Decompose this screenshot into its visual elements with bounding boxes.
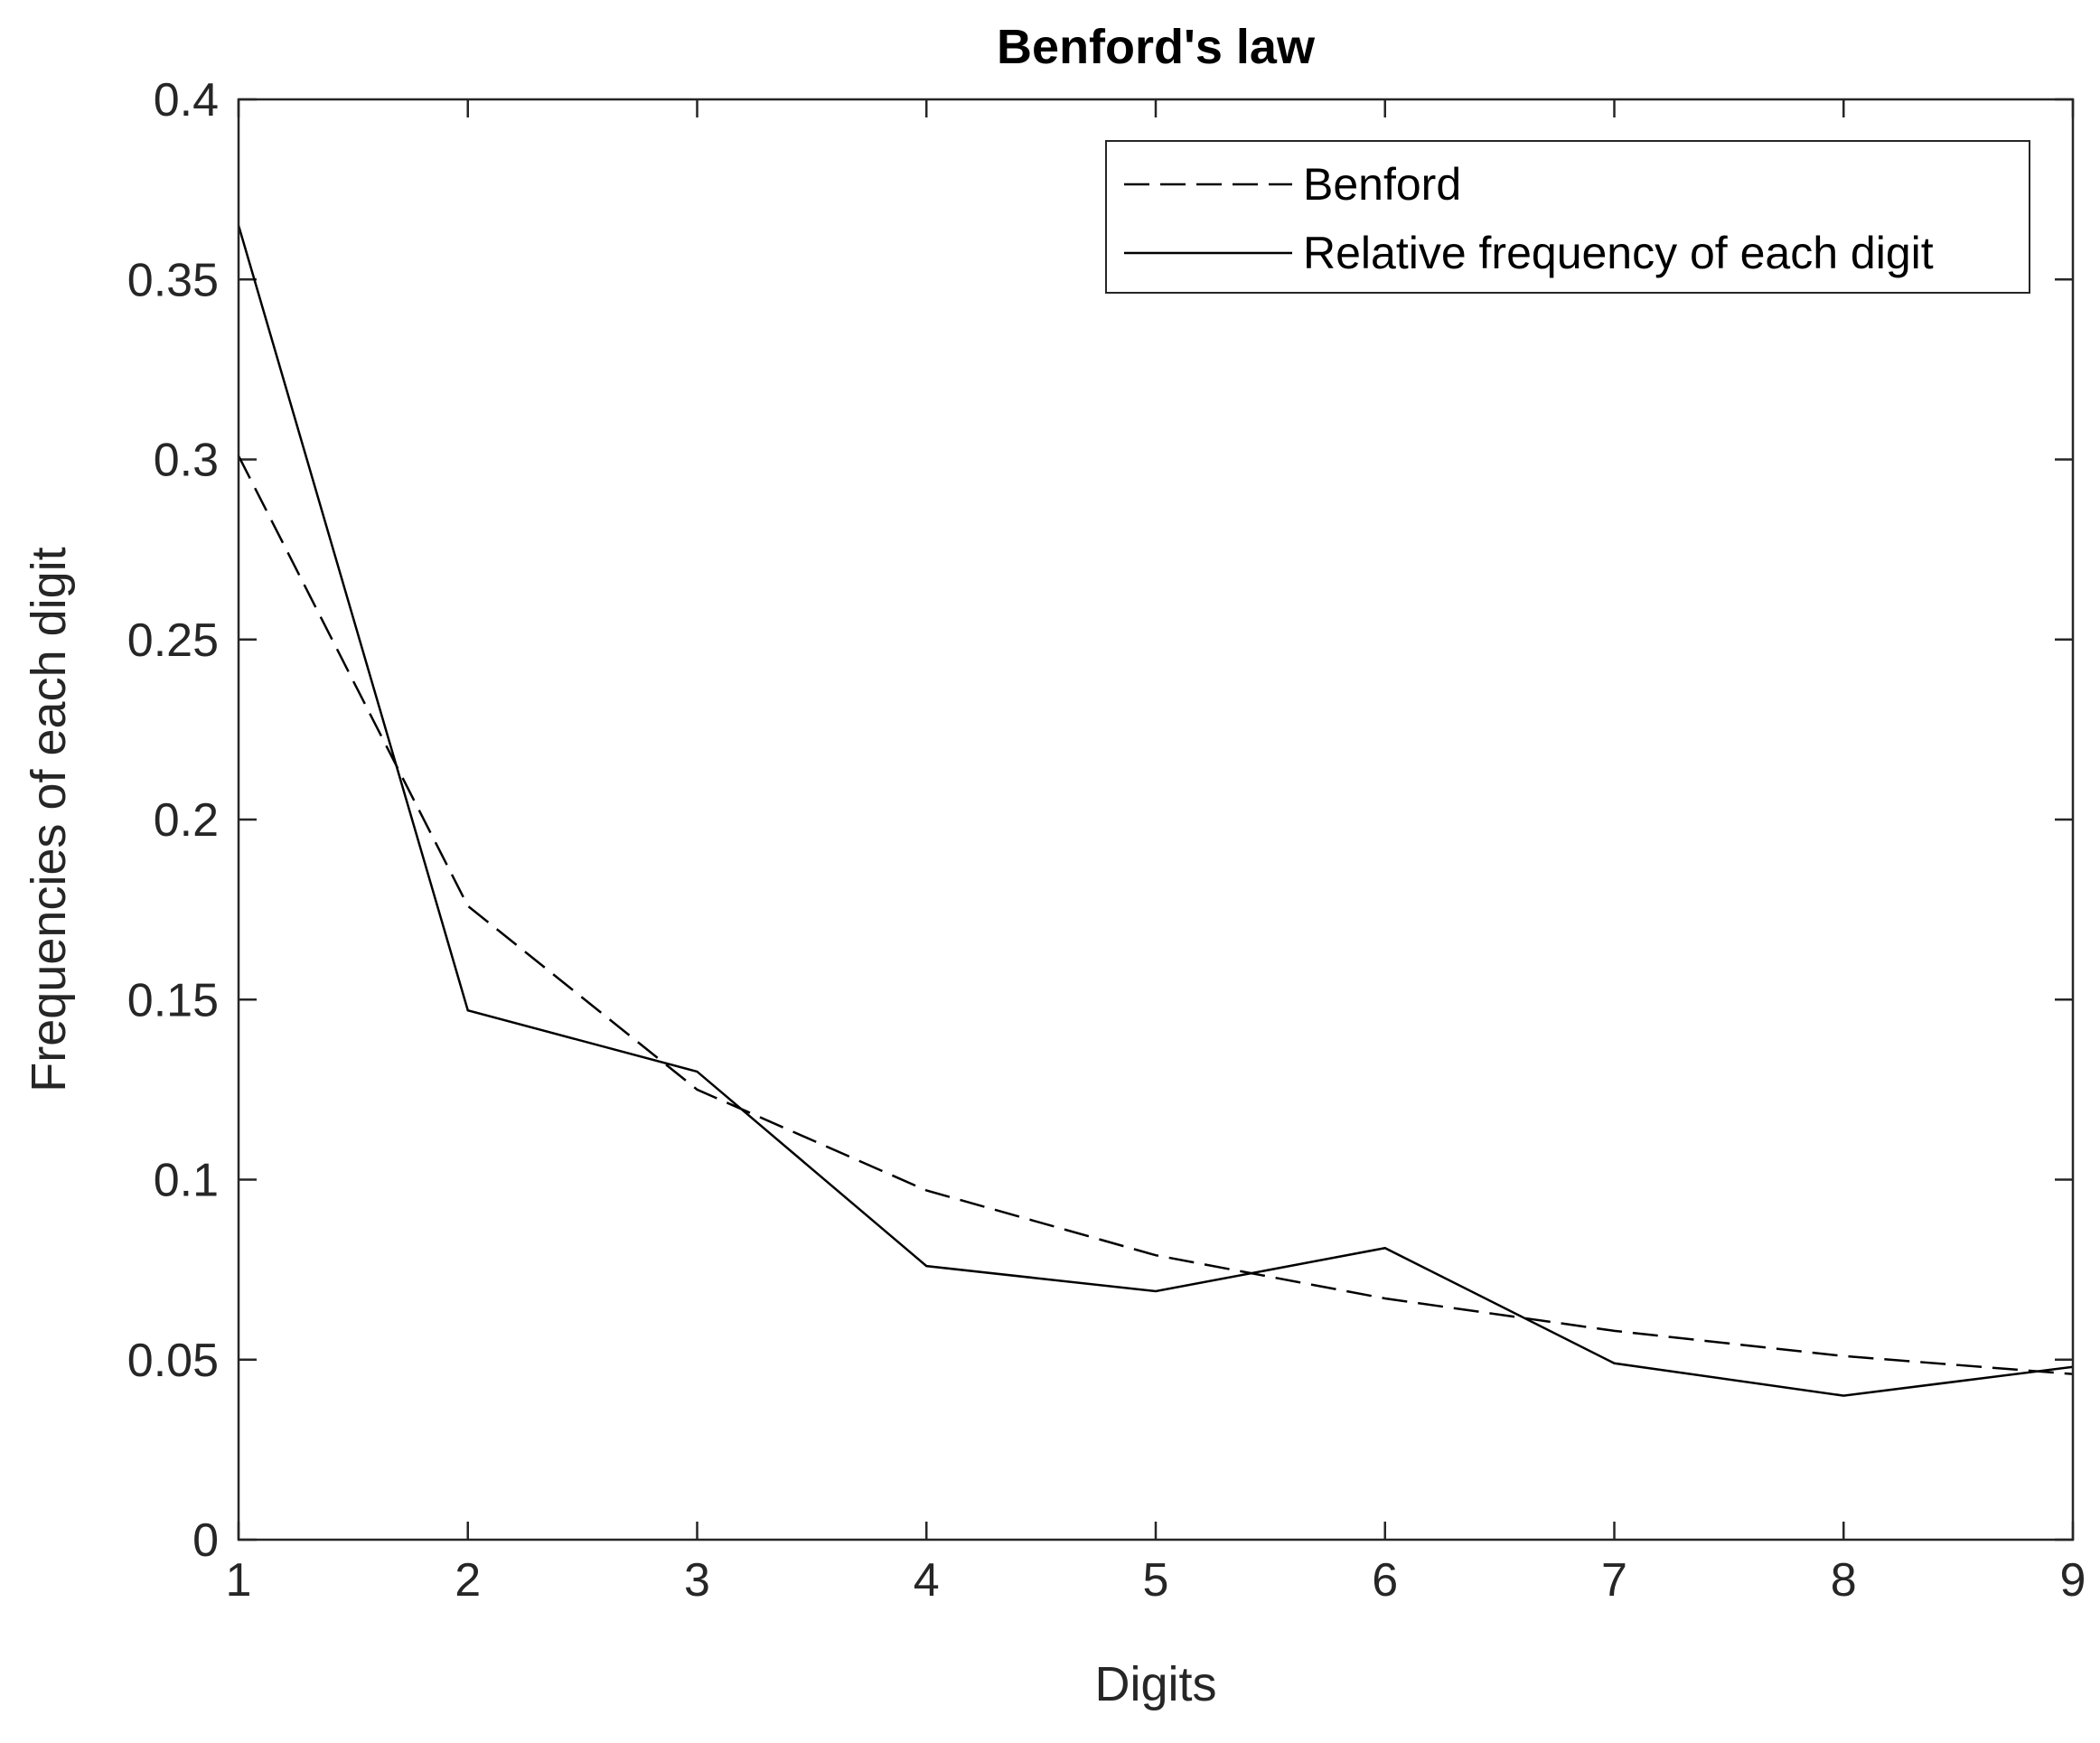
- x-tick-label: 1: [226, 1554, 252, 1607]
- legend: Benford Relative frequency of each digit: [1106, 141, 2030, 293]
- y-tick-labels: 0 0.05 0.1 0.15 0.2 0.25 0.3 0.35 0.4: [127, 74, 219, 1567]
- y-tick-label: 0.15: [127, 974, 219, 1026]
- x-tick-label: 4: [914, 1554, 940, 1607]
- x-tick-label: 7: [1601, 1554, 1627, 1607]
- y-tick-label: 0.05: [127, 1335, 219, 1387]
- x-tick-label: 3: [684, 1554, 710, 1607]
- legend-relative-frequency-label: Relative frequency of each digit: [1303, 228, 1934, 278]
- x-tick-label: 8: [1831, 1554, 1857, 1607]
- y-tick-label: 0.1: [154, 1155, 219, 1207]
- x-tick-label: 5: [1143, 1554, 1169, 1607]
- y-tick-label: 0: [192, 1514, 219, 1567]
- x-axis-label: Digits: [1094, 1657, 1216, 1711]
- x-tick-label: 9: [2060, 1554, 2086, 1607]
- x-tick-label: 6: [1372, 1554, 1398, 1607]
- y-tick-label: 0.3: [154, 435, 219, 487]
- plot-area-background: [239, 99, 2073, 1540]
- legend-benford-label: Benford: [1303, 159, 1461, 210]
- y-tick-label: 0.25: [127, 614, 219, 667]
- y-tick-label: 0.2: [154, 794, 219, 847]
- y-tick-label: 0.35: [127, 254, 219, 306]
- chart-title: Benford's law: [997, 20, 1316, 74]
- x-tick-label: 2: [455, 1554, 481, 1607]
- x-tick-labels: 1 2 3 4 5 6 7 8 9: [226, 1554, 2086, 1607]
- y-tick-label: 0.4: [154, 74, 219, 127]
- y-axis-label: Frequencies of each digit: [22, 547, 76, 1092]
